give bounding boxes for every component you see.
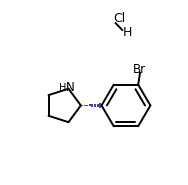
Text: H: H xyxy=(123,26,133,39)
Text: Br: Br xyxy=(133,63,146,76)
Text: N: N xyxy=(66,81,75,94)
Text: H: H xyxy=(59,83,66,93)
Text: Cl: Cl xyxy=(113,12,125,25)
